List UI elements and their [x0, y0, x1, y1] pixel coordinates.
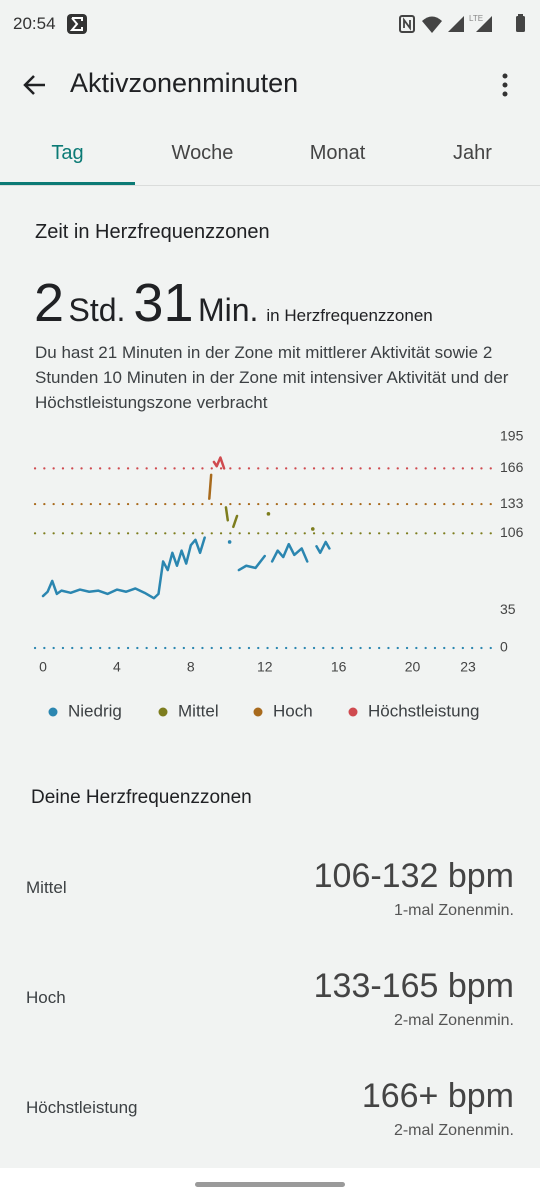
legend-label: Höchstleistung	[368, 701, 480, 720]
x-tick-label: 4	[113, 659, 121, 675]
legend-label: Hoch	[273, 701, 313, 720]
line-series	[315, 540, 331, 555]
line-point	[266, 512, 271, 516]
divider	[0, 185, 540, 186]
line-series	[224, 506, 230, 522]
home-handle[interactable]	[195, 1182, 345, 1187]
legend-marker	[158, 707, 168, 717]
line-series	[232, 514, 239, 529]
total-time: 2 Std. 31 Min. in Herzfrequenzzonen	[34, 272, 433, 334]
y-tick-label: 133	[500, 495, 524, 511]
line-series	[212, 456, 226, 470]
line-series	[270, 542, 309, 563]
tab-indicator	[0, 182, 135, 185]
y-tick-label: 35	[500, 601, 516, 617]
x-tick-label: 16	[331, 659, 347, 675]
status-time: 20:54	[13, 14, 56, 33]
section-heading: Deine Herzfrequenzzonen	[31, 787, 252, 808]
line-series	[237, 554, 266, 572]
zone-count: 2-mal Zonenmin.	[393, 1122, 514, 1139]
overflow-menu[interactable]	[495, 72, 515, 98]
zone-count: 1-mal Zonenmin.	[393, 902, 514, 919]
x-tick-label: 8	[187, 659, 195, 675]
x-tick-label: 0	[39, 659, 47, 675]
app-title: Aktivzonenminuten	[70, 68, 299, 98]
legend-label: Niedrig	[68, 701, 122, 720]
tab[interactable]: Monat	[309, 142, 366, 164]
x-tick-label: 12	[257, 659, 273, 675]
zone-range: 166+ bpm	[361, 1077, 514, 1115]
description: Du hast 21 Minuten in der Zone mit mittl…	[35, 343, 509, 412]
minutes-unit: Min.	[197, 292, 259, 328]
chart: 0 35 106 133 166 195 0 4 8 12 16 20 23 Niedrig Mittel H…	[33, 428, 524, 720]
zone-name: Mittel	[26, 878, 67, 897]
line-point	[310, 527, 315, 531]
zone-range: 106-132 bpm	[313, 857, 514, 895]
line-point	[227, 540, 232, 544]
total-suffix: in Herzfrequenzzonen	[266, 306, 433, 325]
line-series	[41, 536, 206, 600]
y-tick-label: 106	[500, 524, 524, 540]
section-heading: Zeit in Herzfrequenzzonen	[35, 221, 270, 243]
status-icons: LTE	[399, 14, 525, 33]
zone-count: 2-mal Zonenmin.	[393, 1012, 514, 1029]
hours-unit: Std.	[68, 292, 126, 328]
zone-name: Höchstleistung	[26, 1098, 138, 1117]
svg-text:LTE: LTE	[469, 14, 483, 23]
legend-marker	[48, 707, 58, 717]
x-tick-label: 20	[405, 659, 421, 675]
zone-name: Hoch	[26, 988, 66, 1007]
minutes: 31	[133, 273, 194, 333]
tab[interactable]: Tag	[51, 142, 84, 164]
x-tick-label: 23	[460, 659, 476, 675]
y-tick-label: 0	[500, 639, 508, 655]
tab[interactable]: Woche	[171, 142, 234, 164]
tab[interactable]: Jahr	[453, 142, 492, 164]
status-app-icon	[67, 14, 87, 34]
back-button[interactable]	[22, 72, 48, 98]
y-tick-label: 195	[500, 428, 524, 444]
legend-label: Mittel	[178, 701, 219, 720]
y-tick-label: 166	[500, 459, 524, 475]
legend-marker	[253, 707, 263, 717]
line-series	[208, 473, 213, 500]
hours: 2	[34, 273, 65, 333]
legend-marker	[348, 707, 358, 717]
zone-range: 133-165 bpm	[313, 967, 514, 1005]
